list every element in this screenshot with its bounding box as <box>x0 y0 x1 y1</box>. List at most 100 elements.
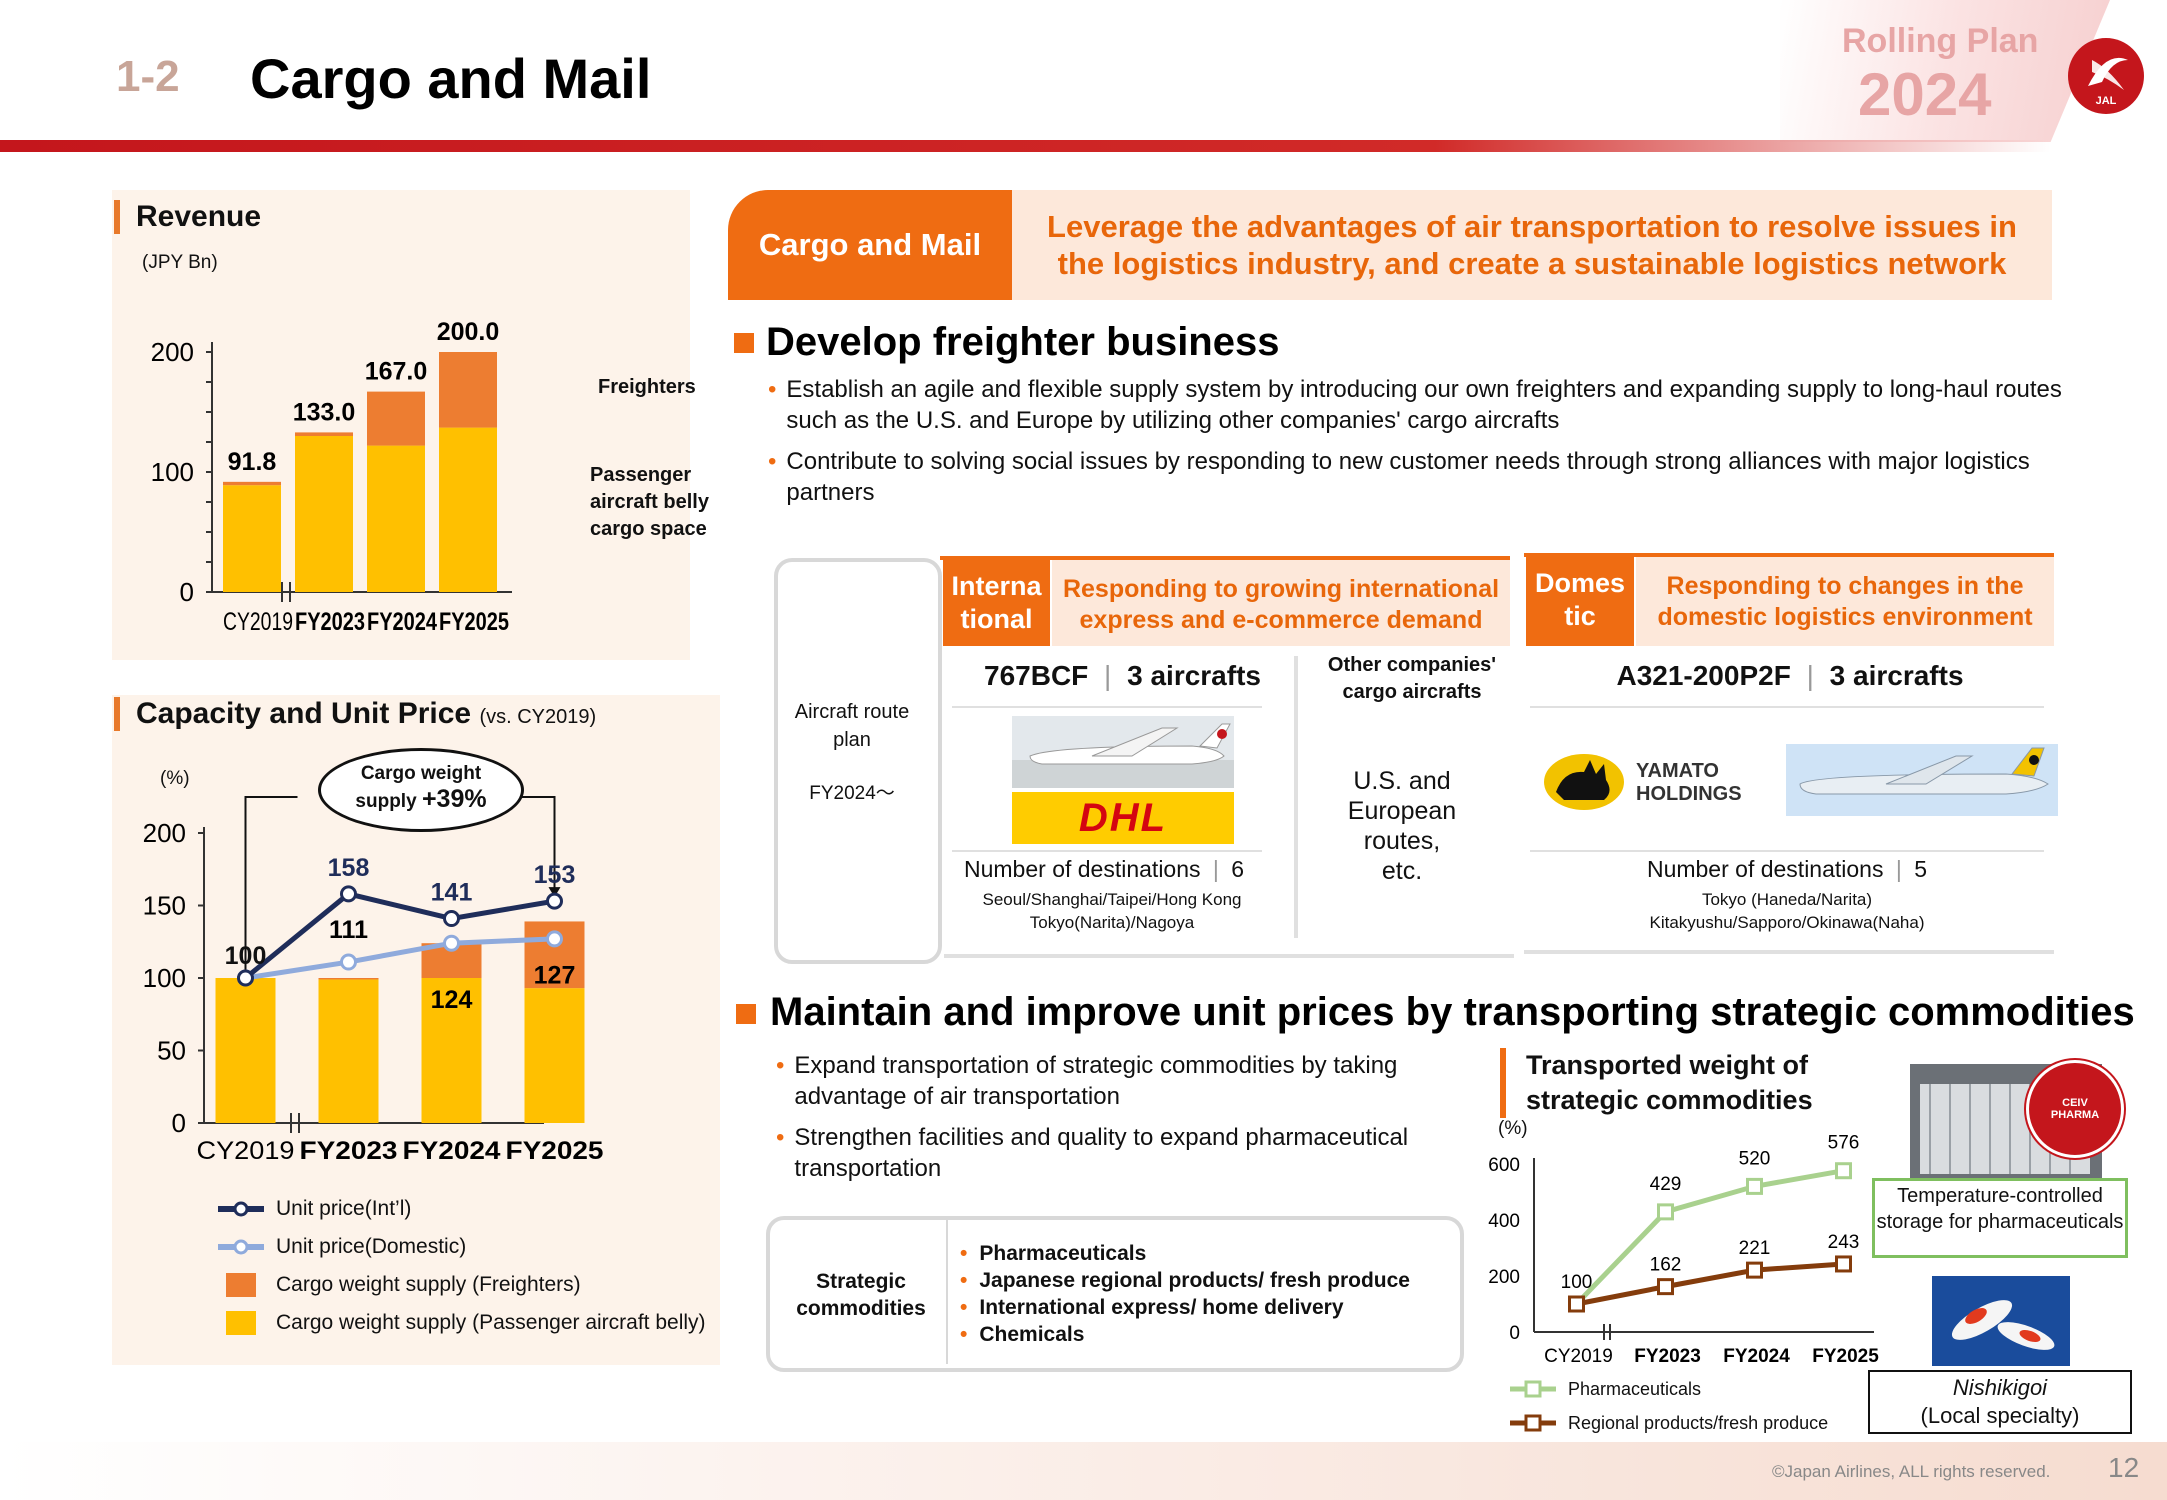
x-tick-label: FY2024 <box>403 1137 501 1165</box>
line-point-pharma <box>1657 1203 1674 1221</box>
line-point-domestic <box>443 934 460 952</box>
rolling-plan-label: Rolling Plan <box>1842 22 2039 60</box>
domestic-cities-line1: Tokyo (Haneda/Narita) <box>1701 890 1873 909</box>
rolling-plan-year: 2024 <box>1858 61 1992 128</box>
page-number: 12 <box>2108 1452 2140 1483</box>
intl-tag: Interna tional <box>943 560 1050 646</box>
line-point-pharma <box>1746 1177 1763 1195</box>
nishikigoi-caption: Nishikigoi (Local specialty) <box>1868 1370 2132 1434</box>
y-tick-label: 100 <box>151 457 194 487</box>
commodities-bullet-text: Expand transportation of strategic commo… <box>794 1052 1398 1110</box>
commodity-item-text: International express/ home delivery <box>979 1296 1344 1319</box>
revenue-title: Revenue <box>114 200 261 234</box>
intl-aircraft-type: 767BCF <box>984 660 1089 691</box>
nishikigoi-photo <box>1932 1276 2070 1366</box>
jal-logo-text: JAL <box>2096 95 2117 107</box>
revenue-label-passenger: Passenger aircraft belly cargo space <box>590 464 709 540</box>
dhl-logo-text: DHL <box>1078 795 1168 840</box>
bar-segment-freighters <box>318 978 379 980</box>
commodity-item-text: Chemicals <box>979 1323 1085 1346</box>
page-title: Cargo and Mail <box>250 47 652 110</box>
footer-bar <box>0 1442 2167 1500</box>
intl-separator <box>1294 656 1298 938</box>
bar-segment-belly <box>524 988 585 1123</box>
freighter-bullet-list: • Establish an agile and flexible supply … <box>768 374 2068 508</box>
data-label-regional: 221 <box>1739 1238 1771 1259</box>
commodity-item-text: Pharmaceuticals <box>979 1242 1147 1265</box>
intl-description-line1: Responding to growing international <box>1062 575 1500 603</box>
x-tick-label: CY2019 <box>197 1137 295 1165</box>
commodities-chart-unit: (%) <box>1498 1118 1528 1139</box>
other-companies-routes-line1: U.S. and <box>1353 767 1451 795</box>
bar-segment <box>295 432 353 436</box>
revenue-label-freighters: Freighters <box>598 376 696 398</box>
line-point-intl <box>340 885 357 903</box>
y-tick-label: 200 <box>1488 1267 1520 1288</box>
commodities-chart-title: Transported weight of strategic commodit… <box>1500 1048 1813 1118</box>
line-series-regional <box>1576 1261 1844 1307</box>
domestic-block-bottomline <box>1524 950 2054 954</box>
line-point-regional <box>1568 1295 1585 1313</box>
strategic-commodities-box <box>766 1216 1464 1372</box>
capacity-legend: Unit price(Int’l) Unit price(Domestic) C… <box>216 1190 736 1342</box>
y-tick-label: 100 <box>143 963 186 993</box>
intl-cities-line2: Tokyo(Narita)/Nagoya <box>1029 913 1195 932</box>
bar-segment-belly <box>318 979 379 1123</box>
intl-block-topline <box>940 556 1510 560</box>
data-label-regional: 100 <box>1561 1272 1593 1293</box>
intl-block-bottomline <box>944 954 1514 958</box>
intl-destinations-label: Number of destinations <box>964 856 1201 882</box>
callout-bracket-left <box>244 796 298 976</box>
divider <box>952 706 1262 708</box>
commodity-item-text: Japanese regional products/ fresh produc… <box>979 1269 1410 1292</box>
line-point-intl <box>443 910 460 928</box>
bar-segment <box>367 391 425 446</box>
legend-item-intl: Unit price(Int’l) <box>216 1190 736 1228</box>
revenue-unit: (JPY Bn) <box>142 252 218 273</box>
callout-arrowhead <box>548 887 561 898</box>
capacity-title-text: Capacity and Unit Price <box>136 697 472 730</box>
x-tick-label: FY2024 <box>367 608 437 636</box>
domestic-description-line2: domestic logistics environment <box>1657 603 2033 631</box>
bar-total-label: 124 <box>431 986 473 1014</box>
intl-aircraft: 767BCF | 3 aircrafts <box>984 660 1261 691</box>
bar-segment <box>223 481 281 486</box>
bar-total-label: 127 <box>534 961 576 989</box>
jal-logo: JAL <box>2068 38 2144 114</box>
legend-label-pharma: Pharmaceuticals <box>1568 1378 1702 1399</box>
banner-tag: Cargo and Mail <box>728 190 1012 300</box>
strategic-commodities-label-line1: Strategic <box>816 1270 906 1293</box>
commodities-chart-title-line2: strategic commodities <box>1526 1085 1813 1115</box>
x-tick-label: FY2025 <box>506 1137 604 1165</box>
y-tick-label: 400 <box>1488 1211 1520 1232</box>
bar-segment <box>367 445 425 592</box>
commodity-item: • International express/ home delivery <box>960 1296 1344 1319</box>
y-tick-label: 0 <box>172 1108 186 1138</box>
y-tick-label: 600 <box>1488 1155 1520 1176</box>
line-series-domestic <box>245 936 555 981</box>
line-point-regional <box>1835 1255 1852 1273</box>
commodity-item: • Japanese regional products/ fresh produ… <box>960 1269 1410 1292</box>
line-point-pharma <box>1835 1162 1852 1180</box>
header-divider <box>0 140 2050 152</box>
domestic-aircraft-type: A321-200P2F <box>1616 660 1791 691</box>
other-companies-routes-line4: etc. <box>1381 857 1423 885</box>
legend-line-pharma-icon <box>1510 1380 1556 1398</box>
strategic-commodities-label-line2: commodities <box>796 1297 926 1320</box>
data-label-regional: 162 <box>1650 1255 1682 1276</box>
nishikigoi-caption-line1: Nishikigoi <box>1952 1375 2048 1400</box>
domestic-cities: Tokyo (Haneda/Narita) Kitakyushu/Sapporo… <box>1530 888 2044 934</box>
bar-segment <box>223 485 281 592</box>
jal-freighter-image <box>1012 716 1234 788</box>
commodities-chart: 0 200 400 600 CY2019 FY2023 FY2024 FY2025 429 520… <box>1488 1133 1879 1367</box>
y-tick-label: 200 <box>151 337 194 367</box>
strategic-commodities-list: • Pharmaceuticals • Japanese regional prod… <box>960 1240 1410 1348</box>
banner-message-line2: the logistics industry, and create a sus… <box>1057 246 2007 281</box>
x-tick-label: FY2023 <box>1634 1346 1701 1367</box>
jal-crane-icon: JAL <box>2088 57 2128 107</box>
x-tick-label: FY2023 <box>295 608 365 636</box>
other-companies-header: Other companies' cargo aircrafts <box>1300 652 1524 706</box>
data-label-intl: 141 <box>431 879 473 907</box>
legend-item-regional: Regional products/fresh produce <box>1508 1406 1828 1440</box>
bar-segment-belly <box>215 978 276 1123</box>
